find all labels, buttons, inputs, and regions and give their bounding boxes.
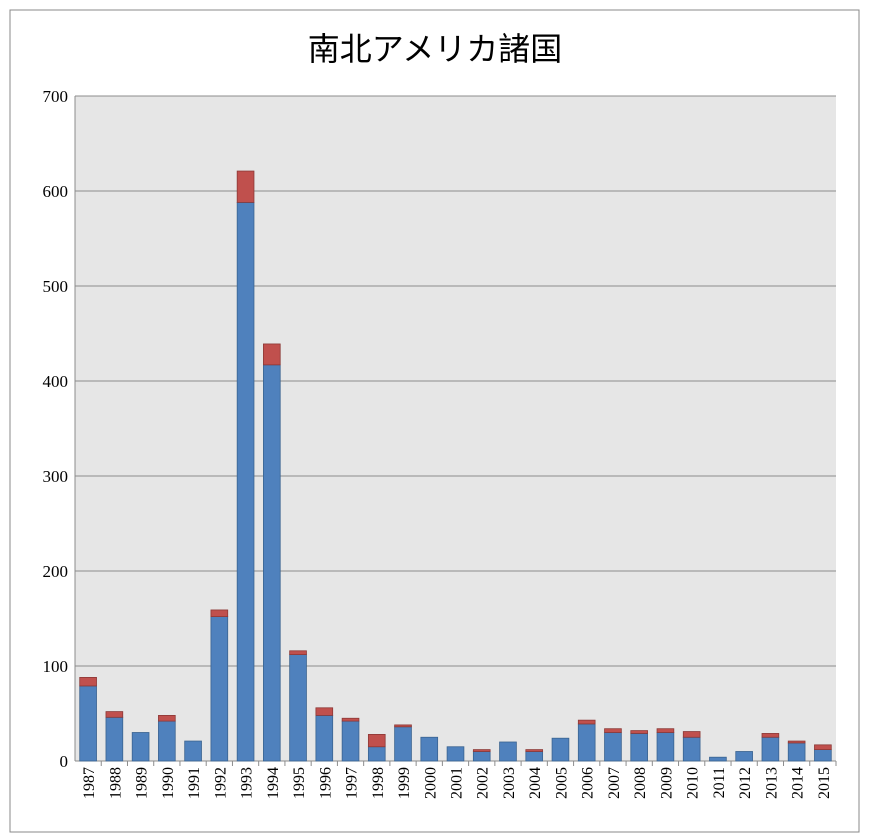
- bar-segment: [289, 650, 307, 655]
- y-tick-label: 200: [43, 562, 69, 581]
- x-tick-label: 2015: [816, 767, 833, 799]
- bar-segment: [472, 751, 491, 762]
- x-tick-label: 2003: [501, 767, 518, 799]
- x-tick-label: 1991: [186, 767, 203, 799]
- bar-segment: [341, 717, 360, 722]
- y-tick-label: 100: [43, 657, 69, 676]
- bar-segment: [682, 731, 701, 738]
- x-tick-label: 2005: [553, 767, 570, 799]
- bar-segment: [105, 711, 124, 718]
- bar-segment: [367, 746, 386, 762]
- x-tick-label: 1997: [344, 767, 361, 799]
- bar-segment: [210, 616, 229, 762]
- chart-title: 南北アメリカ諸国: [308, 31, 562, 67]
- bar-segment: [499, 741, 517, 762]
- bar-segment: [315, 707, 334, 716]
- x-tick-label: 2009: [658, 767, 675, 799]
- x-tick-label: 2013: [763, 767, 780, 799]
- bar-segment: [604, 728, 622, 733]
- x-tick-label: 1995: [291, 767, 308, 799]
- x-tick-label: 1993: [239, 767, 256, 799]
- x-tick-label: 2011: [711, 767, 728, 798]
- y-tick-label: 600: [43, 182, 69, 201]
- bar-segment: [79, 677, 97, 687]
- y-tick-label: 400: [43, 372, 69, 391]
- x-tick-label: 2000: [422, 767, 439, 799]
- bar-segment: [131, 732, 150, 762]
- bar-segment: [394, 726, 412, 762]
- bar-segment: [814, 744, 832, 750]
- bar-segment: [446, 746, 465, 762]
- bar-segment: [682, 736, 701, 762]
- bar-segment: [236, 170, 255, 203]
- bar-segment: [525, 749, 544, 752]
- y-tick-label: 300: [43, 467, 69, 486]
- x-tick-label: 1989: [134, 767, 151, 799]
- x-tick-label: 1999: [396, 767, 413, 799]
- bar-segment: [341, 720, 360, 762]
- bar-segment: [656, 732, 675, 762]
- x-tick-label: 2001: [449, 767, 466, 799]
- y-tick-label: 500: [43, 277, 69, 296]
- bar-segment: [263, 364, 281, 762]
- y-tick-label: 700: [43, 87, 69, 106]
- bar-segment: [158, 715, 176, 722]
- bar-segment: [761, 733, 780, 738]
- x-tick-label: 2007: [606, 767, 623, 799]
- bar-segment: [525, 751, 544, 762]
- bar-segment: [394, 724, 412, 728]
- bar-segment: [787, 742, 806, 762]
- bar-segment: [735, 751, 753, 762]
- x-tick-label: 1998: [370, 767, 387, 799]
- bar-segment: [577, 723, 596, 762]
- x-tick-label: 1996: [317, 767, 334, 799]
- bar-segment: [630, 733, 648, 762]
- bar-segment: [656, 728, 675, 733]
- x-tick-label: 1988: [107, 767, 124, 799]
- x-tick-label: 2002: [475, 767, 492, 799]
- bar-segment: [184, 740, 202, 762]
- bar-segment: [79, 685, 97, 762]
- bar-segment: [761, 736, 780, 762]
- bar-segment: [787, 740, 806, 744]
- x-tick-label: 1994: [265, 767, 282, 799]
- x-tick-label: 2004: [527, 767, 544, 799]
- x-tick-label: 2012: [737, 767, 754, 799]
- x-tick-label: 2006: [580, 767, 597, 799]
- bar-segment: [210, 609, 229, 618]
- x-tick-label: 2008: [632, 767, 649, 799]
- x-tick-label: 1992: [212, 767, 229, 799]
- bar-segment: [289, 654, 307, 762]
- bar-segment: [420, 736, 439, 762]
- x-tick-label: 2010: [685, 767, 702, 799]
- bar-segment: [630, 730, 648, 734]
- plot-area: [75, 96, 836, 761]
- bar-segment: [604, 732, 622, 762]
- bar-segment: [158, 720, 176, 762]
- bar-segment: [472, 749, 491, 752]
- bar-segment: [315, 715, 334, 762]
- x-tick-label: 1987: [81, 767, 98, 799]
- bar-segment: [709, 756, 727, 762]
- bar-segment: [105, 716, 124, 762]
- y-tick-label: 0: [60, 752, 69, 771]
- x-tick-label: 1990: [160, 767, 177, 799]
- bar-segment: [367, 734, 386, 748]
- x-tick-label: 2014: [790, 767, 807, 799]
- bar-segment: [263, 343, 281, 366]
- bar-segment: [551, 737, 570, 762]
- bar-segment: [236, 201, 255, 762]
- bar-segment: [814, 749, 832, 762]
- bar-segment: [577, 719, 596, 725]
